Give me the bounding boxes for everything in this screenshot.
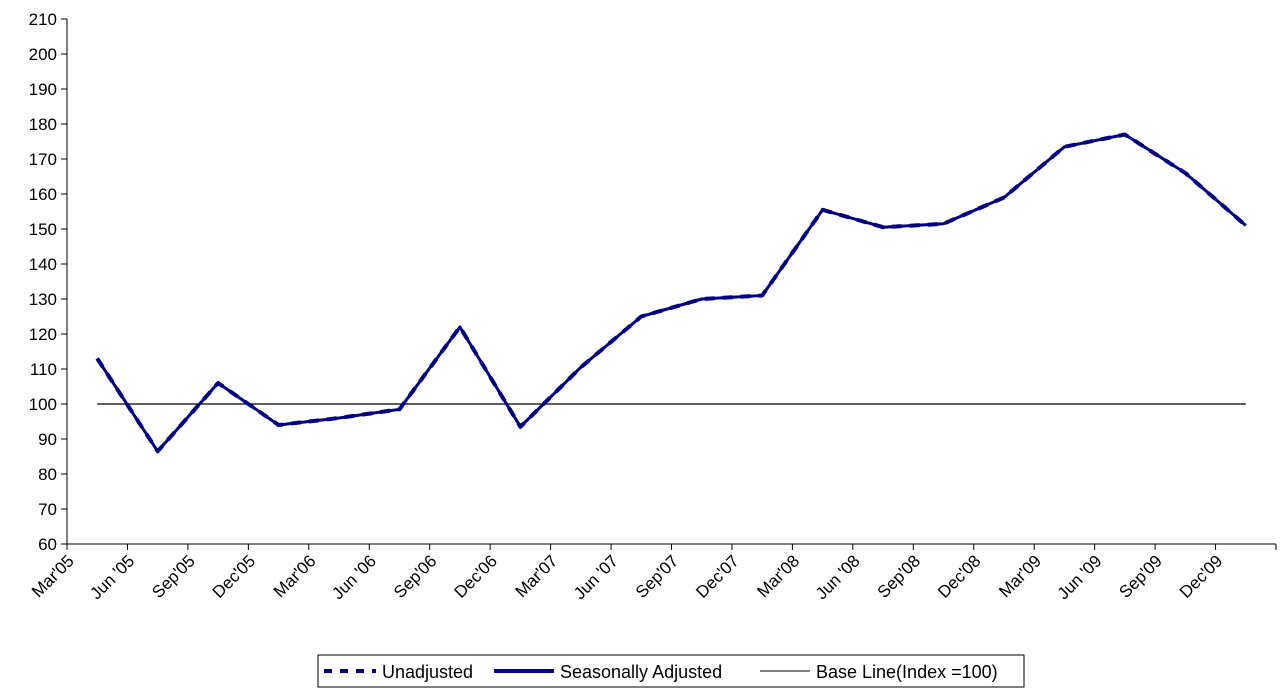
x-tick-label: Jun '09 xyxy=(1054,551,1106,603)
y-tick-label: 100 xyxy=(29,395,57,414)
legend-box xyxy=(317,654,1025,688)
x-tick-label: Mar'07 xyxy=(512,551,562,601)
series-line-seasonally-adjusted xyxy=(95,133,1247,453)
legend-label-seasonally-adjusted: Seasonally Adjusted xyxy=(560,662,722,682)
legend-label-base-line: Base Line(Index =100) xyxy=(816,662,998,682)
x-tick-label: Sep'08 xyxy=(874,551,924,601)
x-tick-label: Mar'09 xyxy=(995,551,1045,601)
y-tick-label: 200 xyxy=(29,45,57,64)
x-tick-label: Sep'07 xyxy=(632,551,682,601)
x-tick-labels: Mar'05 Jun '05 Sep'05 Dec'05 Mar'06 Jun '06 Se… xyxy=(28,551,1226,603)
x-tick-label: Mar'08 xyxy=(753,551,803,601)
x-tick-label: Mar'05 xyxy=(28,551,78,601)
legend: Unadjusted Seasonally Adjusted Base Line… xyxy=(317,654,1025,688)
series-lines xyxy=(95,132,1248,454)
y-tick-label: 90 xyxy=(38,430,57,449)
x-tick-label: Dec'07 xyxy=(692,551,742,601)
x-tick-label: Dec'09 xyxy=(1176,551,1226,601)
x-tick-label: Sep'09 xyxy=(1115,551,1165,601)
x-tick-label: Jun '08 xyxy=(812,551,864,603)
x-tick-label: Jun '05 xyxy=(86,551,138,603)
y-tick-label: 190 xyxy=(29,80,57,99)
x-tick-label: Mar'06 xyxy=(270,551,320,601)
chart-axes xyxy=(61,18,1277,550)
y-tick-label: 140 xyxy=(29,255,57,274)
x-tick-label: Sep'06 xyxy=(390,551,440,601)
x-tick-label: Sep'05 xyxy=(148,551,198,601)
y-tick-label: 110 xyxy=(30,360,57,379)
x-tick-label: Jun '06 xyxy=(328,551,380,603)
legend-label-unadjusted: Unadjusted xyxy=(382,662,473,682)
y-tick-label: 120 xyxy=(29,325,57,344)
x-tick-label: Dec'05 xyxy=(209,551,259,601)
x-tick-label: Jun '07 xyxy=(570,551,622,603)
y-tick-label: 210 xyxy=(29,10,57,29)
y-tick-label: 180 xyxy=(29,115,57,134)
y-tick-label: 130 xyxy=(29,290,57,309)
y-tick-label: 60 xyxy=(38,535,57,554)
x-tick-label: Dec'08 xyxy=(934,551,984,601)
y-tick-label: 160 xyxy=(29,185,57,204)
y-tick-label: 150 xyxy=(29,220,57,239)
y-tick-labels: 60 70 80 90 100 110 120 130 140 150 160 170 180 190 20… xyxy=(29,10,57,554)
y-tick-label: 80 xyxy=(38,465,57,484)
x-tick-label: Dec'06 xyxy=(450,551,500,601)
y-tick-label: 70 xyxy=(38,500,57,519)
y-tick-label: 170 xyxy=(29,150,57,169)
